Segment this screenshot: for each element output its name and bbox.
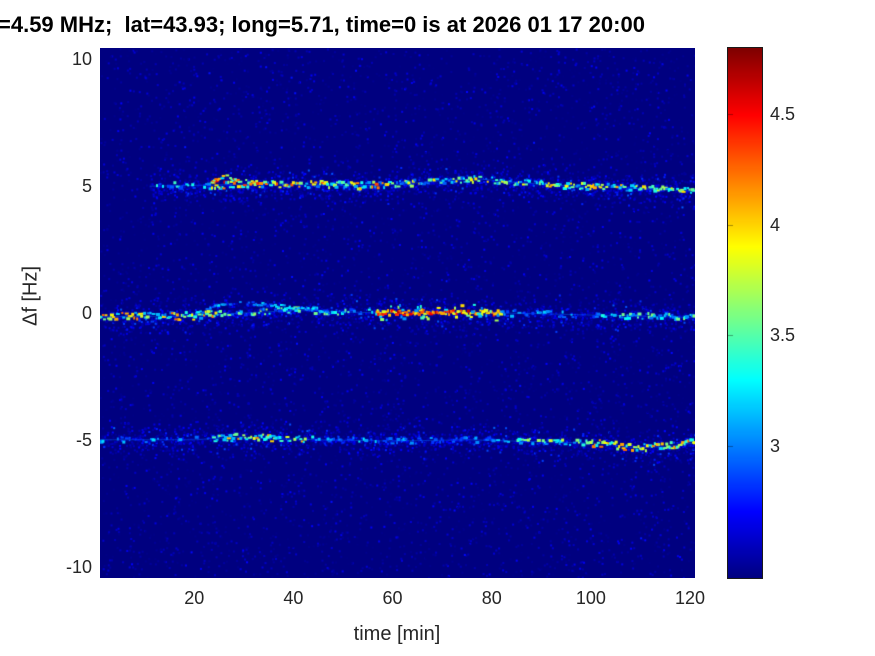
spectrogram-plot [100, 48, 695, 578]
x-tick-label: 40 [283, 588, 304, 608]
y-tick-label: -10 [65, 556, 92, 577]
y-tick-label: 5 [81, 176, 92, 197]
x-tick-label: 100 [575, 588, 606, 608]
y-tick-label: 10 [71, 49, 92, 70]
x-tick-label: 80 [481, 588, 502, 608]
colorbar-tick-label: 4.5 [770, 104, 796, 125]
x-tick-label: 120 [675, 588, 706, 608]
x-axis-label: time [min] [353, 623, 441, 645]
colorbar-tick-label: 3 [770, 435, 781, 456]
x-tick-label: 20 [184, 588, 205, 608]
figure-title: =4.59 MHz; lat=43.93; long=5.71, time=0 … [0, 12, 645, 37]
colorbar-tick-label: 3.5 [770, 325, 796, 346]
y-tick-label: -5 [75, 429, 92, 450]
y-tick-label: 0 [81, 303, 92, 323]
colorbar [727, 47, 763, 579]
x-tick-label: 60 [382, 588, 403, 608]
colorbar-tick-label: 4 [770, 214, 781, 235]
